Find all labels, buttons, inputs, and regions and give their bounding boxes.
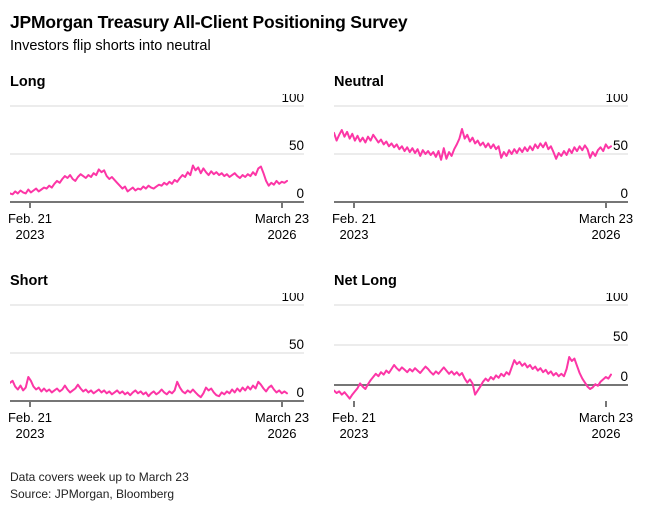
- page-header: JPMorgan Treasury All-Client Positioning…: [0, 0, 648, 57]
- x-tick-label-start: Feb. 21 2023: [7, 410, 53, 441]
- svg-text:0: 0: [296, 186, 304, 201]
- chart-panel-short: Short 100 50 0 Feb. 21 2023 March 23 2026: [7, 272, 310, 443]
- svg-text:0: 0: [620, 186, 628, 201]
- x-tick-label-start: Feb. 21 2023: [7, 211, 53, 242]
- chart-panel-long: Long 100 50 0 Feb. 21 2023 March 23 2026: [7, 73, 310, 244]
- svg-text:100: 100: [281, 94, 304, 105]
- x-tick-label-end: March 23 2026: [254, 410, 310, 441]
- svg-text:100: 100: [605, 293, 628, 304]
- short-line-chart: 100 50 0: [10, 293, 304, 407]
- x-axis-labels: Feb. 21 2023 March 23 2026: [331, 410, 634, 443]
- svg-text:50: 50: [289, 138, 304, 153]
- page-subtitle: Investors flip shorts into neutral: [10, 38, 211, 54]
- page-title: JPMorgan Treasury All-Client Positioning…: [10, 12, 408, 32]
- chart-title-neutral: Neutral: [334, 74, 384, 90]
- x-tick-label-end: March 23 2026: [578, 410, 634, 441]
- svg-text:0: 0: [620, 369, 628, 384]
- net-long-line-chart: 100 50 0: [334, 293, 628, 407]
- svg-text:100: 100: [281, 293, 304, 304]
- page-footer: Data covers week up to March 23 Source: …: [0, 443, 648, 503]
- chart-title-short: Short: [10, 273, 48, 289]
- svg-text:100: 100: [605, 94, 628, 105]
- footer-note: Data covers week up to March 23: [10, 470, 189, 484]
- chart-grid: Long 100 50 0 Feb. 21 2023 March 23 2026 N…: [0, 73, 648, 443]
- x-axis-labels: Feb. 21 2023 March 23 2026: [7, 410, 310, 443]
- svg-text:50: 50: [613, 138, 628, 153]
- x-tick-label-end: March 23 2026: [254, 211, 310, 242]
- x-tick-label-start: Feb. 21 2023: [331, 211, 377, 242]
- x-axis-labels: Feb. 21 2023 March 23 2026: [331, 211, 634, 244]
- long-line-chart: 100 50 0: [10, 94, 304, 208]
- x-tick-label-start: Feb. 21 2023: [331, 410, 377, 441]
- chart-title-net-long: Net Long: [334, 273, 397, 289]
- svg-text:0: 0: [296, 385, 304, 400]
- x-tick-label-end: March 23 2026: [578, 211, 634, 242]
- chart-panel-net-long: Net Long 100 50 0 Feb. 21 2023 March 23 20…: [331, 272, 634, 443]
- svg-text:50: 50: [289, 337, 304, 352]
- footer-source: Source: JPMorgan, Bloomberg: [10, 487, 175, 501]
- svg-text:50: 50: [613, 329, 628, 344]
- x-axis-labels: Feb. 21 2023 March 23 2026: [7, 211, 310, 244]
- chart-panel-neutral: Neutral 100 50 0 Feb. 21 2023 March 23 202…: [331, 73, 634, 244]
- neutral-line-chart: 100 50 0: [334, 94, 628, 208]
- chart-title-long: Long: [10, 74, 46, 90]
